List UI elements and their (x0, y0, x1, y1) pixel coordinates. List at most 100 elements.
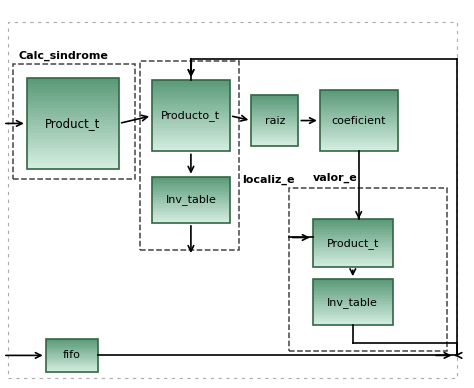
Bar (152, 87, 230, 90)
Bar (313, 291, 393, 293)
Bar (152, 123, 230, 125)
Bar (319, 100, 398, 102)
Bar (46, 343, 98, 345)
Bar (313, 250, 393, 251)
Bar (152, 97, 230, 99)
Bar (27, 139, 119, 142)
Bar (140, 61, 239, 250)
Bar (152, 130, 230, 132)
Bar (313, 285, 393, 287)
Bar (319, 108, 398, 110)
Bar (152, 206, 230, 208)
Bar (319, 133, 398, 135)
Bar (27, 123, 119, 126)
Bar (27, 81, 119, 84)
Bar (152, 198, 230, 200)
Text: Product_t: Product_t (45, 117, 100, 130)
Bar (152, 80, 230, 82)
Bar (152, 121, 230, 123)
Bar (152, 80, 230, 151)
Bar (46, 355, 98, 357)
Bar (152, 189, 230, 191)
Bar (319, 90, 398, 92)
Bar (313, 301, 393, 302)
Bar (152, 203, 230, 204)
Bar (251, 100, 299, 102)
Bar (319, 123, 398, 125)
Bar (313, 305, 393, 307)
Bar (319, 116, 398, 118)
Bar (319, 102, 398, 104)
Bar (319, 149, 398, 151)
Bar (152, 135, 230, 137)
Bar (152, 192, 230, 194)
Bar (152, 217, 230, 218)
Bar (152, 144, 230, 147)
Bar (313, 318, 393, 319)
Bar (152, 177, 230, 178)
Bar (313, 304, 393, 305)
Bar (27, 87, 119, 90)
Bar (313, 263, 393, 264)
Bar (313, 240, 393, 242)
Bar (313, 235, 393, 237)
Bar (313, 315, 393, 316)
Text: valor_e: valor_e (313, 173, 357, 183)
Bar (27, 160, 119, 163)
Bar (46, 346, 98, 348)
Bar (27, 126, 119, 130)
Bar (46, 366, 98, 367)
Bar (27, 142, 119, 145)
Bar (152, 137, 230, 140)
Bar (152, 212, 230, 214)
Bar (46, 351, 98, 352)
Bar (152, 201, 230, 203)
Bar (46, 367, 98, 369)
Bar (251, 132, 299, 134)
Bar (251, 97, 299, 99)
Bar (27, 105, 119, 108)
Bar (12, 64, 136, 178)
Bar (27, 157, 119, 160)
Bar (27, 151, 119, 154)
Bar (319, 96, 398, 98)
Bar (313, 261, 393, 263)
Bar (313, 258, 393, 260)
Bar (152, 101, 230, 104)
Bar (313, 296, 393, 298)
Bar (313, 310, 393, 312)
Bar (152, 184, 230, 186)
Bar (313, 282, 393, 284)
Bar (313, 260, 393, 261)
Bar (319, 125, 398, 127)
Bar (313, 287, 393, 288)
Bar (313, 243, 393, 245)
Bar (27, 163, 119, 166)
Bar (27, 148, 119, 151)
Bar (319, 139, 398, 141)
Bar (152, 85, 230, 87)
Bar (46, 360, 98, 361)
Bar (251, 95, 299, 146)
Bar (251, 121, 299, 122)
Bar (251, 131, 299, 132)
Bar (46, 339, 98, 340)
Text: Inv_table: Inv_table (328, 297, 378, 308)
Bar (152, 125, 230, 128)
Bar (152, 195, 230, 197)
Bar (27, 135, 119, 139)
Text: raiz: raiz (264, 116, 285, 126)
Bar (251, 127, 299, 129)
Bar (46, 350, 98, 351)
Bar (152, 113, 230, 116)
Bar (46, 358, 98, 359)
Bar (251, 139, 299, 140)
Bar (152, 147, 230, 149)
Bar (27, 96, 119, 99)
Bar (152, 109, 230, 111)
Bar (319, 118, 398, 121)
Bar (152, 215, 230, 217)
Bar (319, 131, 398, 133)
Bar (319, 94, 398, 96)
Bar (313, 245, 393, 246)
